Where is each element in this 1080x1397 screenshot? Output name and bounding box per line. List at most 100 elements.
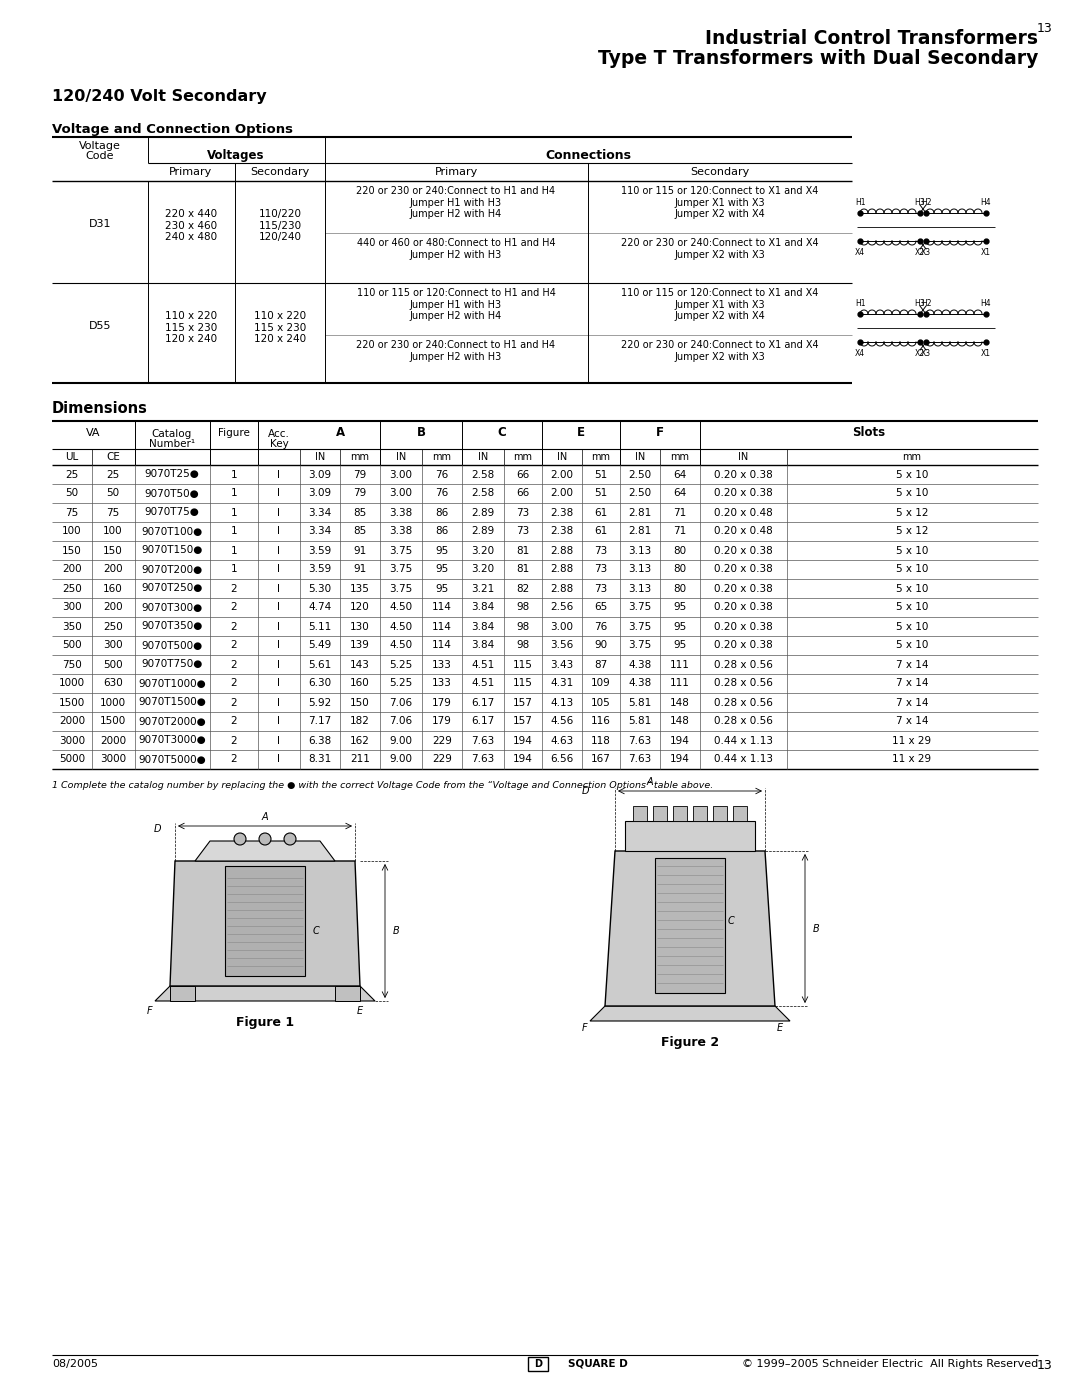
Text: 5.30: 5.30 (309, 584, 332, 594)
Text: 157: 157 (513, 717, 532, 726)
Text: 6.17: 6.17 (471, 717, 495, 726)
Text: 4.31: 4.31 (551, 679, 573, 689)
Text: X4: X4 (855, 249, 865, 257)
Text: 1 Complete the catalog number by replacing the ● with the correct Voltage Code f: 1 Complete the catalog number by replaci… (52, 781, 713, 789)
Text: 118: 118 (591, 735, 611, 746)
Text: B: B (417, 426, 426, 440)
Text: UL: UL (66, 453, 79, 462)
Text: 115: 115 (513, 659, 532, 669)
Text: Figure 1: Figure 1 (235, 1016, 294, 1030)
Text: Primary: Primary (434, 168, 477, 177)
Text: Secondary: Secondary (690, 168, 750, 177)
Text: 194: 194 (513, 735, 532, 746)
Text: 7 x 14: 7 x 14 (895, 717, 928, 726)
Text: 3.75: 3.75 (390, 564, 413, 574)
Bar (654, 858, 725, 993)
Text: Code: Code (85, 151, 114, 161)
Text: 2.88: 2.88 (551, 564, 573, 574)
Text: 7.06: 7.06 (390, 697, 413, 707)
Text: A: A (336, 426, 345, 440)
Text: 0.28 x 0.56: 0.28 x 0.56 (714, 717, 772, 726)
Text: IN: IN (315, 453, 325, 462)
Text: 7 x 14: 7 x 14 (895, 679, 928, 689)
Text: 220 or 230 or 240:Connect to H1 and H4
Jumper H1 with H3
Jumper H2 with H4: 220 or 230 or 240:Connect to H1 and H4 J… (356, 186, 555, 219)
Text: 2: 2 (231, 754, 238, 764)
Text: 5.49: 5.49 (309, 640, 332, 651)
Text: 9.00: 9.00 (390, 754, 413, 764)
Text: 5 x 10: 5 x 10 (895, 564, 928, 574)
Text: 0.28 x 0.56: 0.28 x 0.56 (714, 697, 772, 707)
Text: H3: H3 (915, 299, 926, 307)
Text: 220 or 230 or 240:Connect to X1 and X4
Jumper X2 with X3: 220 or 230 or 240:Connect to X1 and X4 J… (621, 237, 819, 260)
Polygon shape (605, 851, 775, 1006)
Text: 0.44 x 1.13: 0.44 x 1.13 (714, 735, 772, 746)
Text: 5000: 5000 (59, 754, 85, 764)
Text: X2: X2 (915, 349, 924, 358)
Text: 2.88: 2.88 (551, 545, 573, 556)
Text: 120: 120 (350, 602, 369, 612)
Text: 0.20 x 0.38: 0.20 x 0.38 (714, 602, 772, 612)
Text: 2.88: 2.88 (551, 584, 573, 594)
Text: H2: H2 (921, 198, 931, 207)
Text: 7.63: 7.63 (629, 735, 651, 746)
Text: Connections: Connections (545, 149, 631, 162)
Text: 82: 82 (516, 584, 529, 594)
Text: 440 or 460 or 480:Connect to H1 and H4
Jumper H2 with H3: 440 or 460 or 480:Connect to H1 and H4 J… (356, 237, 555, 260)
Text: 9070T2000●: 9070T2000● (138, 717, 206, 726)
Text: 95: 95 (673, 602, 687, 612)
Polygon shape (170, 861, 360, 986)
Text: 66: 66 (516, 489, 529, 499)
Text: 5 x 10: 5 x 10 (895, 640, 928, 651)
Text: Voltages: Voltages (207, 149, 265, 162)
Text: 13: 13 (1036, 1359, 1052, 1372)
Text: 9070T750●: 9070T750● (141, 659, 203, 669)
Text: 3.84: 3.84 (471, 622, 495, 631)
Text: mm: mm (903, 453, 921, 462)
Text: 9070T500●: 9070T500● (141, 640, 203, 651)
Text: 2: 2 (231, 622, 238, 631)
Text: 5 x 10: 5 x 10 (895, 584, 928, 594)
Text: 5 x 12: 5 x 12 (895, 507, 928, 517)
Text: IN: IN (635, 453, 645, 462)
Text: 65: 65 (594, 602, 608, 612)
Text: 90: 90 (594, 640, 608, 651)
Text: 630: 630 (103, 679, 123, 689)
Text: 2: 2 (231, 679, 238, 689)
Text: Voltage: Voltage (79, 141, 121, 151)
Text: 80: 80 (674, 564, 687, 574)
Text: 2.50: 2.50 (629, 469, 651, 479)
Text: 100: 100 (104, 527, 123, 536)
Text: 9070T75●: 9070T75● (145, 507, 200, 517)
Text: 250: 250 (103, 622, 123, 631)
Text: Secondary: Secondary (251, 168, 310, 177)
Bar (225, 866, 305, 977)
Text: X1: X1 (981, 349, 991, 358)
Text: 160: 160 (350, 679, 369, 689)
Text: 110 x 220
115 x 230
120 x 240: 110 x 220 115 x 230 120 x 240 (254, 312, 306, 344)
Text: 9070T350●: 9070T350● (141, 622, 203, 631)
Text: X3: X3 (921, 349, 931, 358)
Text: 167: 167 (591, 754, 611, 764)
Text: 76: 76 (435, 469, 448, 479)
Text: 350: 350 (63, 622, 82, 631)
Text: SQUARE D: SQUARE D (568, 1359, 627, 1369)
Text: D: D (534, 1359, 542, 1369)
Text: 110 or 115 or 120:Connect to H1 and H4
Jumper H1 with H3
Jumper H2 with H4: 110 or 115 or 120:Connect to H1 and H4 J… (356, 288, 555, 321)
Text: mm: mm (592, 453, 610, 462)
Text: 179: 179 (432, 697, 451, 707)
Text: C: C (313, 926, 320, 936)
Text: 500: 500 (63, 640, 82, 651)
Text: 133: 133 (432, 659, 451, 669)
Text: 160: 160 (103, 584, 123, 594)
Text: 95: 95 (435, 564, 448, 574)
Text: mm: mm (432, 453, 451, 462)
Text: F: F (147, 1006, 152, 1016)
Text: 2: 2 (231, 602, 238, 612)
Text: 4.51: 4.51 (471, 679, 495, 689)
Text: 7.63: 7.63 (471, 754, 495, 764)
Text: 73: 73 (594, 564, 608, 574)
Text: 80: 80 (674, 545, 687, 556)
Text: 3.59: 3.59 (309, 564, 332, 574)
Text: 5.25: 5.25 (390, 679, 413, 689)
Text: 91: 91 (353, 545, 366, 556)
